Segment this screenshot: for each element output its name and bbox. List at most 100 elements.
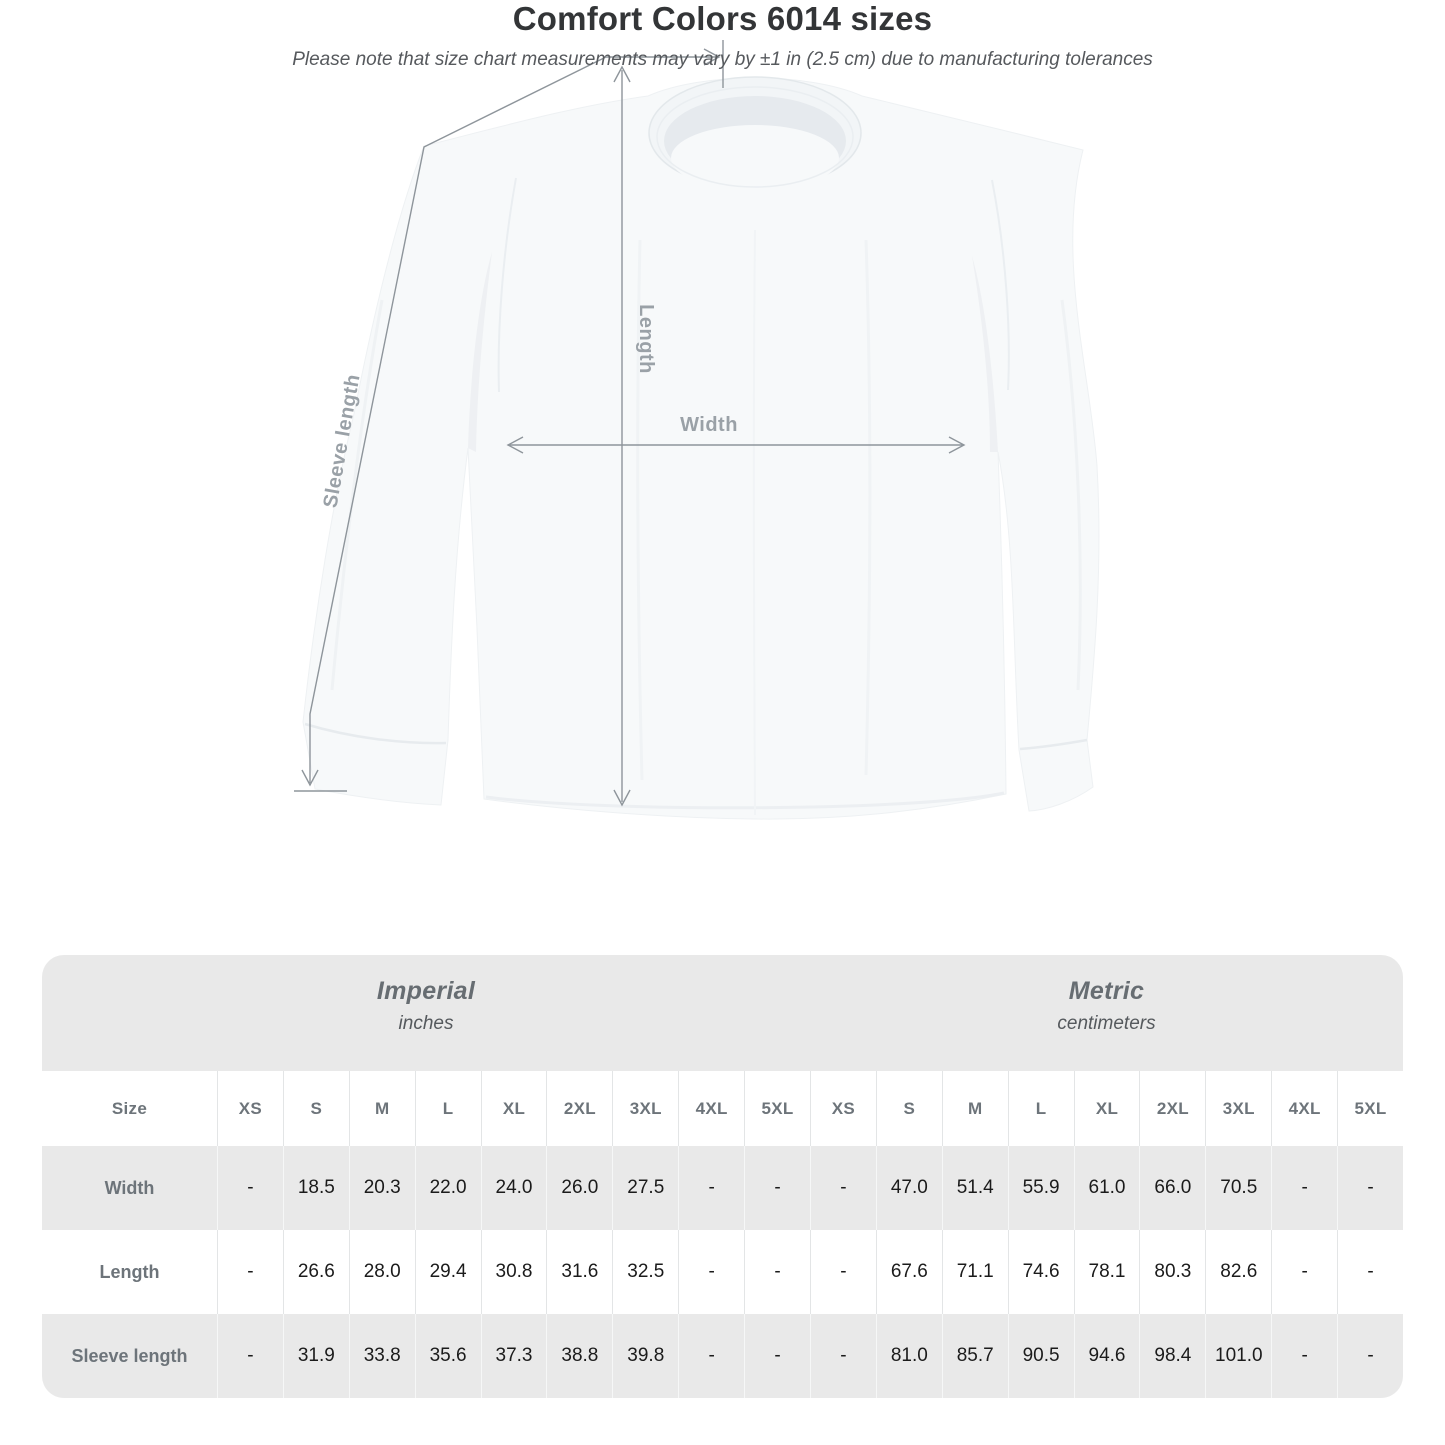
measurement-value-imperial: - (217, 1314, 283, 1398)
size-grid: Size XS S M L XL 2XL 3XL 4XL 5XL XS S M L XL 2XL 3XL 4XL 5… (42, 1071, 1403, 1398)
measurement-value-metric: 66.0 (1139, 1146, 1206, 1230)
measurement-value-imperial: 26.0 (546, 1146, 613, 1230)
size-column-header-imperial: XS (217, 1071, 283, 1146)
measurement-value-imperial: 26.6 (282, 1230, 349, 1314)
imperial-section-title: Imperial (376, 977, 476, 1005)
measurement-value-imperial: - (744, 1146, 810, 1230)
measurement-value-metric: 51.4 (941, 1146, 1008, 1230)
sleeve-length-arrow (294, 40, 724, 792)
measurement-value-metric: - (809, 1314, 876, 1398)
measurement-value-metric: - (1337, 1314, 1403, 1398)
measurement-value-imperial: - (744, 1314, 810, 1398)
size-column-header-imperial: XL (480, 1071, 547, 1146)
metric-section-unit: centimeters (1057, 1013, 1156, 1034)
shirt-illustration (302, 76, 1100, 820)
measurement-value-imperial: 35.6 (414, 1314, 481, 1398)
measurement-value-metric: 47.0 (875, 1146, 942, 1230)
length-arrow (613, 65, 631, 807)
metric-section-header: Metric centimeters (810, 955, 1403, 1071)
measurement-value-metric: 82.6 (1205, 1230, 1272, 1314)
measurement-value-imperial: 38.8 (546, 1314, 613, 1398)
measurement-value-metric: - (1271, 1230, 1338, 1314)
measurement-value-metric: 85.7 (941, 1314, 1008, 1398)
width-label: Width (680, 414, 738, 436)
measurement-value-imperial: 20.3 (348, 1146, 415, 1230)
measurement-value-imperial: 39.8 (612, 1314, 679, 1398)
measurement-value-metric: - (1271, 1146, 1338, 1230)
measurement-value-imperial: 32.5 (612, 1230, 679, 1314)
shirt-body (302, 77, 1100, 820)
size-column-header-metric: XS (809, 1071, 876, 1146)
measurement-value-metric: 80.3 (1139, 1230, 1206, 1314)
measurement-value-imperial: - (678, 1230, 745, 1314)
page-title: Comfort Colors 6014 sizes (512, 0, 933, 37)
measurement-value-metric: - (1271, 1314, 1338, 1398)
length-label: Length (635, 304, 657, 374)
metric-section-title: Metric (1068, 977, 1145, 1005)
size-column-header-imperial: M (348, 1071, 415, 1146)
width-arrow (506, 436, 966, 454)
size-column-header-imperial: 5XL (744, 1071, 810, 1146)
measurement-value-imperial: - (678, 1146, 745, 1230)
measurement-value-imperial: 33.8 (348, 1314, 415, 1398)
row-label: Sleeve length (42, 1314, 217, 1398)
measurement-value-imperial: 37.3 (480, 1314, 547, 1398)
size-column-header-imperial: S (282, 1071, 349, 1146)
size-column-header-imperial: L (414, 1071, 481, 1146)
measurement-value-metric: 101.0 (1205, 1314, 1272, 1398)
size-column-header-metric: XL (1073, 1071, 1140, 1146)
measurement-value-imperial: 31.9 (282, 1314, 349, 1398)
tolerance-note: Please note that size chart measurements… (292, 49, 1153, 70)
measurement-value-imperial: 27.5 (612, 1146, 679, 1230)
row-label: Length (42, 1230, 217, 1314)
measurement-value-imperial: 30.8 (480, 1230, 547, 1314)
measurement-value-metric: 61.0 (1073, 1146, 1140, 1230)
measurement-value-metric: - (809, 1230, 876, 1314)
row-label: Width (42, 1146, 217, 1230)
measurement-value-metric: 70.5 (1205, 1146, 1272, 1230)
size-column-corner-header: Size (42, 1071, 217, 1146)
size-column-header-metric: 4XL (1271, 1071, 1338, 1146)
measurement-value-imperial: 29.4 (414, 1230, 481, 1314)
measurement-value-metric: 94.6 (1073, 1314, 1140, 1398)
shirt-shading (304, 177, 1088, 816)
size-column-header-imperial: 4XL (678, 1071, 745, 1146)
measurement-value-metric: 90.5 (1007, 1314, 1074, 1398)
measurement-value-imperial: - (217, 1146, 283, 1230)
measurement-value-metric: 81.0 (875, 1314, 942, 1398)
measurement-value-imperial: 31.6 (546, 1230, 613, 1314)
measurement-value-metric: 67.6 (875, 1230, 942, 1314)
size-column-header-imperial: 3XL (612, 1071, 679, 1146)
measurement-value-metric: 55.9 (1007, 1146, 1074, 1230)
imperial-section-header: Imperial inches (42, 955, 810, 1071)
size-table: Imperial inches Metric centimeters Size X… (42, 955, 1403, 1398)
measurement-lines (294, 40, 966, 807)
size-column-header-metric: 3XL (1205, 1071, 1272, 1146)
size-column-header-metric: M (941, 1071, 1008, 1146)
measurement-value-metric: 71.1 (941, 1230, 1008, 1314)
size-column-header-metric: 5XL (1337, 1071, 1403, 1146)
measurement-value-metric: 98.4 (1139, 1314, 1206, 1398)
shirt-collar (648, 76, 862, 191)
measurement-value-metric: - (1337, 1230, 1403, 1314)
measurement-value-imperial: 18.5 (282, 1146, 349, 1230)
size-column-header-metric: 2XL (1139, 1071, 1206, 1146)
measurement-value-imperial: - (744, 1230, 810, 1314)
size-column-header-metric: S (875, 1071, 942, 1146)
title-block: Comfort Colors 6014 sizes Please note th… (0, 0, 1445, 71)
size-column-header-imperial: 2XL (546, 1071, 613, 1146)
measurement-value-metric: - (1337, 1146, 1403, 1230)
measurement-value-metric: 78.1 (1073, 1230, 1140, 1314)
measurement-value-imperial: - (217, 1230, 283, 1314)
measurement-value-metric: - (809, 1146, 876, 1230)
measurement-value-imperial: 22.0 (414, 1146, 481, 1230)
shirt-measurement-diagram: Sleeve length Length Width (294, 40, 1100, 820)
size-column-header-metric: L (1007, 1071, 1074, 1146)
measurement-value-imperial: 24.0 (480, 1146, 547, 1230)
measurement-value-imperial: - (678, 1314, 745, 1398)
measurement-value-imperial: 28.0 (348, 1230, 415, 1314)
imperial-section-unit: inches (398, 1013, 454, 1034)
unit-system-header: Imperial inches Metric centimeters (42, 955, 1403, 1071)
measurement-value-metric: 74.6 (1007, 1230, 1074, 1314)
